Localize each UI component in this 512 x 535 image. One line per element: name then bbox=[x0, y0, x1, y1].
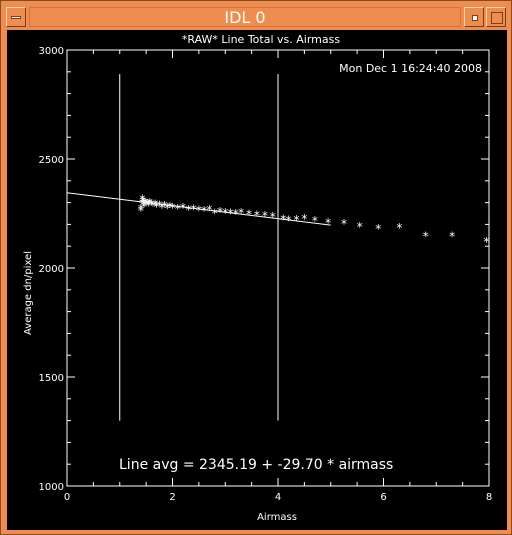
data-point: * bbox=[139, 197, 145, 211]
data-point: * bbox=[141, 200, 147, 214]
data-point: * bbox=[357, 220, 363, 234]
data-point: * bbox=[325, 216, 331, 230]
data-point: * bbox=[483, 235, 489, 249]
data-point: * bbox=[228, 206, 234, 220]
chart-timestamp: Mon Dec 1 16:24:40 2008 bbox=[339, 62, 482, 75]
data-point: * bbox=[423, 230, 429, 244]
y-tick-label: 1000 bbox=[39, 482, 64, 493]
data-point: * bbox=[144, 197, 150, 211]
data-point: * bbox=[167, 200, 173, 214]
data-points: ********************** * * * * * * * * * * * * * * * * * *… bbox=[138, 193, 490, 249]
data-point: * bbox=[140, 198, 146, 212]
data-point: * bbox=[201, 204, 207, 218]
data-point: * bbox=[196, 204, 202, 218]
data-point: * bbox=[191, 202, 197, 216]
data-point: * bbox=[170, 201, 176, 215]
data-point: * bbox=[341, 217, 347, 231]
title-bar[interactable]: IDL 0 bbox=[5, 5, 507, 29]
data-point: * bbox=[212, 206, 218, 220]
data-point: * bbox=[280, 212, 286, 226]
data-point: * bbox=[147, 196, 153, 210]
x-tick-label: 0 bbox=[64, 492, 70, 503]
data-point: * bbox=[150, 199, 156, 213]
data-point: * bbox=[146, 199, 152, 213]
chart: *RAW* Line Total vs. Airmass Mon Dec 1 1… bbox=[23, 33, 493, 523]
data-point: * bbox=[142, 196, 148, 210]
data-point: * bbox=[206, 203, 212, 217]
minimize-button[interactable] bbox=[464, 7, 484, 27]
data-point: * bbox=[152, 197, 158, 211]
data-point: * bbox=[162, 199, 168, 213]
vertical-lines bbox=[119, 73, 279, 421]
data-point: * bbox=[270, 210, 276, 224]
tick-labels: 0 2 4 6 8 1000 1500 2000 2500 3000 bbox=[39, 46, 493, 503]
x-tick-label: 2 bbox=[169, 492, 175, 503]
chart-title: *RAW* Line Total vs. Airmass bbox=[182, 33, 340, 46]
axes bbox=[66, 49, 490, 487]
data-point: * bbox=[217, 205, 223, 219]
data-point: * bbox=[138, 204, 144, 218]
maximize-icon bbox=[491, 12, 503, 24]
data-point: * bbox=[286, 214, 292, 228]
data-point: * bbox=[233, 207, 239, 221]
data-point: * bbox=[262, 209, 268, 223]
data-point: * bbox=[222, 206, 228, 220]
data-point: * bbox=[293, 213, 299, 227]
data-point: * bbox=[238, 206, 244, 220]
x-tick-label: 6 bbox=[380, 492, 386, 503]
y-axis-label: Average dn/pixel bbox=[23, 251, 34, 335]
data-point: * bbox=[246, 208, 252, 222]
data-point: * bbox=[154, 200, 160, 214]
data-point: * bbox=[185, 203, 191, 217]
fit-equation-label: Line avg = 2345.19 + -29.70 * airmass bbox=[119, 457, 393, 473]
data-point: * bbox=[301, 212, 307, 226]
data-point: * bbox=[449, 230, 455, 244]
plot-area: *RAW* Line Total vs. Airmass Mon Dec 1 1… bbox=[7, 30, 507, 530]
fit-line-group bbox=[66, 192, 331, 226]
data-point: * bbox=[139, 193, 145, 207]
data-point: * bbox=[396, 221, 402, 235]
menu-bar-icon bbox=[11, 16, 21, 19]
y-tick-label: 2500 bbox=[39, 155, 64, 166]
x-tick-label: 4 bbox=[275, 492, 281, 503]
data-point: * bbox=[140, 194, 146, 208]
data-point: * bbox=[164, 201, 170, 215]
data-point: * bbox=[180, 201, 186, 215]
x-axis-label: Airmass bbox=[257, 512, 297, 523]
data-point: * bbox=[375, 222, 381, 236]
window-menu-button[interactable] bbox=[6, 7, 26, 27]
x-tick-label: 8 bbox=[486, 492, 492, 503]
data-point: * bbox=[156, 198, 162, 212]
y-tick-label: 1500 bbox=[39, 373, 64, 384]
data-point: * bbox=[175, 202, 181, 216]
data-point: * bbox=[143, 198, 149, 212]
fit-line bbox=[66, 192, 331, 226]
data-point: * bbox=[148, 197, 154, 211]
data-point: * bbox=[312, 214, 318, 228]
maximize-button[interactable] bbox=[486, 7, 506, 27]
window-title: IDL 0 bbox=[29, 7, 461, 27]
data-point: * bbox=[138, 202, 144, 216]
y-tick-label: 3000 bbox=[39, 46, 64, 57]
y-tick-label: 2000 bbox=[39, 264, 64, 275]
minimize-icon bbox=[472, 15, 478, 21]
data-point: * bbox=[254, 209, 260, 223]
data-point: * bbox=[159, 201, 165, 215]
